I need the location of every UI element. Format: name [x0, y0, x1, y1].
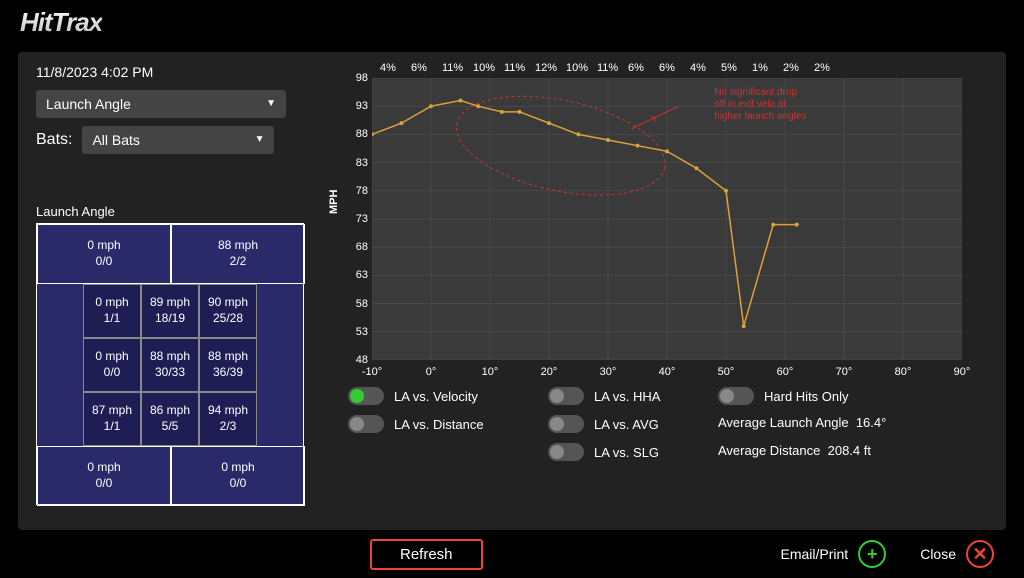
chart-area: MPH 98 93 88 83 78 73 68 63 58 53 48 4% 6% 11% 10% 11%…: [330, 64, 972, 374]
switch-icon: [548, 443, 584, 461]
x-tick: 20°: [534, 366, 564, 378]
top-percent-label: 6%: [659, 62, 675, 74]
switch-icon: [718, 387, 754, 405]
top-percent-label: 6%: [411, 62, 427, 74]
toggle-grid: LA vs. Velocity LA vs. HHA Hard Hits Onl…: [348, 387, 994, 461]
stat-avg-la: Average Launch Angle 16.4°: [718, 415, 958, 433]
metric-dropdown[interactable]: Launch Angle: [36, 90, 286, 118]
y-tick: 68: [348, 241, 368, 253]
x-tick: 70°: [829, 366, 859, 378]
zone-inner-0-1: 89 mph18/19: [141, 284, 199, 338]
x-tick: -10°: [357, 366, 387, 378]
top-percent-label: 12%: [535, 62, 557, 74]
y-tick: 93: [348, 100, 368, 112]
email-print-label: Email/Print: [781, 546, 849, 562]
top-percent-label: 2%: [814, 62, 830, 74]
toggle-la-distance[interactable]: LA vs. Distance: [348, 415, 548, 433]
zone-inner-1-0: 0 mph0/0: [83, 338, 141, 392]
zone-title: Launch Angle: [36, 204, 304, 219]
toggle-la-slg[interactable]: LA vs. SLG: [548, 443, 718, 461]
y-tick: 78: [348, 185, 368, 197]
top-percent-label: 10%: [473, 62, 495, 74]
x-tick: 0°: [416, 366, 446, 378]
chart-svg: No significant dropoff in exit velo athi…: [372, 78, 962, 360]
top-percent-label: 11%: [597, 62, 618, 74]
top-percent-label: 4%: [690, 62, 706, 74]
y-tick: 83: [348, 157, 368, 169]
x-tick: 30°: [593, 366, 623, 378]
logo: HitTrax: [20, 7, 102, 38]
zone-outer-br: 0 mph 0/0: [171, 446, 305, 506]
toggle-la-velocity[interactable]: LA vs. Velocity: [348, 387, 548, 405]
zone-inner-2-0: 87 mph1/1: [83, 392, 141, 446]
zone-inner-0-2: 90 mph25/28: [199, 284, 257, 338]
bats-label: Bats:: [36, 131, 72, 149]
y-tick: 58: [348, 298, 368, 310]
y-tick: 73: [348, 213, 368, 225]
zone-outer-tl: 0 mph 0/0: [37, 224, 171, 284]
toggle-la-hha[interactable]: LA vs. HHA: [548, 387, 718, 405]
switch-icon: [348, 387, 384, 405]
stat-avg-dist: Average Distance 208.4 ft: [718, 443, 958, 461]
x-tick: 50°: [711, 366, 741, 378]
zone-outer-bl: 0 mph 0/0: [37, 446, 171, 506]
y-axis-label: MPH: [328, 190, 340, 214]
top-percent-label: 5%: [721, 62, 737, 74]
x-tick: 90°: [947, 366, 977, 378]
switch-icon: [348, 415, 384, 433]
y-tick: 63: [348, 269, 368, 281]
y-tick: 48: [348, 354, 368, 366]
y-tick: 53: [348, 326, 368, 338]
toggle-la-avg[interactable]: LA vs. AVG: [548, 415, 718, 433]
top-percent-label: 2%: [783, 62, 799, 74]
x-tick: 80°: [888, 366, 918, 378]
left-column: 11/8/2023 4:02 PM Launch Angle Bats: All…: [36, 64, 304, 505]
top-percent-label: 6%: [628, 62, 644, 74]
zone-inner-1-1: 88 mph30/33: [141, 338, 199, 392]
top-percent-label: 4%: [380, 62, 396, 74]
close-label: Close: [920, 546, 956, 562]
strike-zone: 0 mph 0/0 88 mph 2/2 0 mph 0/0 0 mph 0/0…: [36, 223, 304, 505]
zone-inner-2-1: 86 mph5/5: [141, 392, 199, 446]
timestamp: 11/8/2023 4:02 PM: [36, 64, 304, 80]
y-tick: 98: [348, 72, 368, 84]
top-percent-label: 10%: [566, 62, 588, 74]
svg-text:higher launch angles: higher launch angles: [714, 111, 806, 122]
bats-dropdown[interactable]: All Bats: [82, 126, 274, 154]
y-tick: 88: [348, 128, 368, 140]
zone-inner-1-2: 88 mph36/39: [199, 338, 257, 392]
footer: Refresh Email/Print + Close ✕: [0, 530, 1024, 578]
x-tick: 40°: [652, 366, 682, 378]
refresh-button[interactable]: Refresh: [370, 539, 483, 570]
switch-icon: [548, 415, 584, 433]
switch-icon: [548, 387, 584, 405]
zone-inner-2-2: 94 mph2/3: [199, 392, 257, 446]
app-header: HitTrax: [0, 0, 1024, 44]
x-tick: 60°: [770, 366, 800, 378]
zone-outer-tr: 88 mph 2/2: [171, 224, 305, 284]
svg-text:off in exit velo at: off in exit velo at: [714, 99, 786, 110]
x-tick: 10°: [475, 366, 505, 378]
close-button[interactable]: ✕: [966, 540, 994, 568]
chart-plot: No significant dropoff in exit velo athi…: [372, 78, 962, 360]
top-percent-label: 11%: [504, 62, 525, 74]
zone-inner-0-0: 0 mph1/1: [83, 284, 141, 338]
top-percent-label: 11%: [442, 62, 463, 74]
main-panel: 11/8/2023 4:02 PM Launch Angle Bats: All…: [18, 52, 1006, 530]
toggle-hard-hits[interactable]: Hard Hits Only: [718, 387, 958, 405]
email-print-button[interactable]: +: [858, 540, 886, 568]
top-percent-label: 1%: [752, 62, 768, 74]
svg-text:No significant drop: No significant drop: [714, 87, 797, 98]
